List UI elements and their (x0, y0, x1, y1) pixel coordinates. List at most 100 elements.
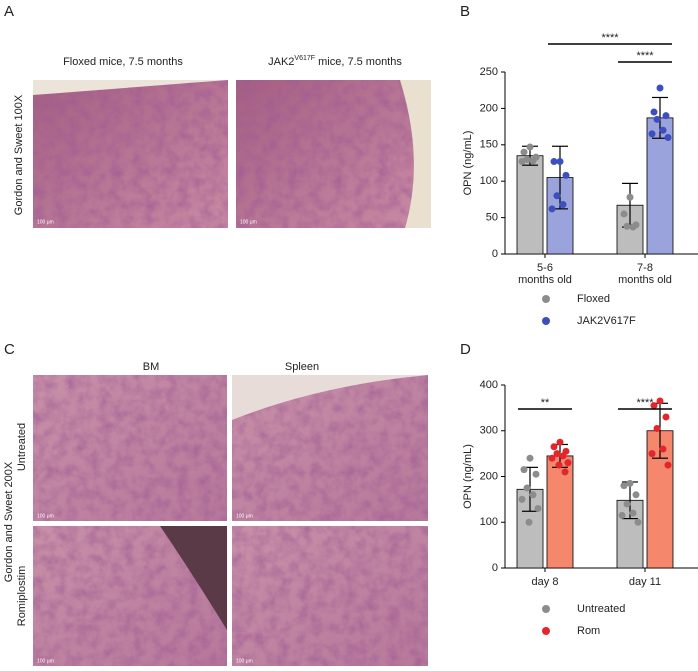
sig-label: **** (601, 32, 619, 44)
data-point (659, 445, 667, 453)
data-point (520, 466, 528, 474)
data-point (626, 193, 634, 201)
data-point (656, 397, 664, 405)
data-point (526, 454, 534, 462)
column-label: BM (143, 361, 160, 373)
caption-part: JAK2 (268, 56, 294, 68)
data-point (653, 424, 661, 432)
legend-label: Untreated (577, 603, 625, 615)
data-point (659, 126, 667, 134)
data-point (653, 115, 661, 123)
panel-label: D (460, 341, 471, 358)
legend-label: JAK2V617F (577, 315, 636, 327)
x-tick-label: day 11 (629, 576, 661, 588)
scale-bar: 100 μm (240, 219, 257, 225)
data-point (629, 509, 637, 517)
data-point (556, 438, 564, 446)
histology-image (232, 375, 428, 521)
data-point (518, 158, 526, 166)
data-point (548, 454, 556, 462)
side-label: Gordon and Sweet 100X (13, 94, 25, 215)
y-tick-label: 300 (480, 425, 498, 437)
histology-image (236, 80, 414, 228)
data-point (553, 450, 561, 458)
data-point (555, 461, 563, 469)
data-point (650, 108, 658, 116)
data-point (562, 171, 570, 179)
data-point (532, 470, 540, 478)
caption: Floxed mice, 7.5 months (63, 56, 183, 68)
legend-marker (542, 627, 550, 635)
bar (546, 455, 574, 569)
panel-label: B (460, 3, 470, 20)
data-point (534, 505, 542, 513)
sig-label: **** (636, 397, 654, 409)
data-point (662, 413, 670, 421)
row-label: Untreated (16, 423, 28, 471)
panel-label: C (4, 341, 15, 358)
data-point (561, 468, 569, 476)
x-tick-label: months old (518, 274, 572, 286)
caption-sup: V617F (294, 55, 315, 62)
data-point (634, 518, 642, 526)
caption: JAK2V617F mice, 7.5 months (268, 55, 402, 68)
data-point (523, 484, 531, 492)
data-point (520, 148, 528, 156)
bar (516, 155, 544, 255)
row-label: Romiplostim (16, 566, 28, 627)
scale-bar: 100 μm (37, 513, 54, 519)
data-point (662, 112, 670, 120)
y-tick-label: 0 (492, 248, 498, 260)
legend-marker (542, 295, 550, 303)
data-point (626, 479, 634, 487)
data-point (518, 495, 526, 503)
x-tick-label: 5-6 (537, 262, 553, 274)
sig-label: ** (541, 397, 550, 409)
scale-bar: 100 μm (236, 658, 253, 664)
y-axis-title: OPN (ng/mL) (462, 131, 474, 196)
scale-bar: 100 μm (236, 513, 253, 519)
data-point (548, 205, 556, 213)
legend-label: Rom (577, 625, 600, 637)
panel-label: A (4, 3, 14, 20)
scale-bar: 100 μm (37, 658, 54, 664)
y-tick-label: 100 (480, 175, 498, 187)
legend-marker (542, 317, 550, 325)
data-point (629, 223, 637, 231)
data-point (553, 192, 561, 200)
x-tick-label: months old (618, 274, 672, 286)
y-tick-label: 150 (480, 139, 498, 151)
sig-label: **** (636, 50, 654, 62)
data-point (623, 222, 631, 230)
y-tick-label: 100 (480, 516, 498, 528)
data-point (525, 518, 533, 526)
data-point (664, 134, 672, 142)
y-tick-label: 400 (480, 379, 498, 391)
data-point (623, 500, 631, 508)
histology-image (33, 375, 227, 521)
data-point (648, 450, 656, 458)
data-point (632, 491, 640, 499)
data-point (648, 130, 656, 138)
data-point (550, 443, 558, 451)
x-tick-label: 7-8 (637, 262, 653, 274)
data-point (529, 157, 537, 165)
data-point (556, 158, 564, 166)
caption-part: mice, 7.5 months (315, 56, 402, 68)
image-detail (160, 526, 227, 630)
histology-image (33, 80, 228, 228)
data-point (656, 84, 664, 92)
data-point (529, 491, 537, 499)
legend-label: Floxed (577, 293, 610, 305)
side-label: Gordon and Sweet 200X (3, 461, 15, 582)
data-point (650, 402, 658, 410)
data-point (620, 482, 628, 490)
y-tick-label: 200 (480, 470, 498, 482)
data-point (526, 143, 534, 151)
x-tick-label: day 8 (532, 576, 559, 588)
data-point (550, 158, 558, 166)
data-point (564, 459, 572, 467)
y-axis-title: OPN (ng/mL) (462, 444, 474, 509)
